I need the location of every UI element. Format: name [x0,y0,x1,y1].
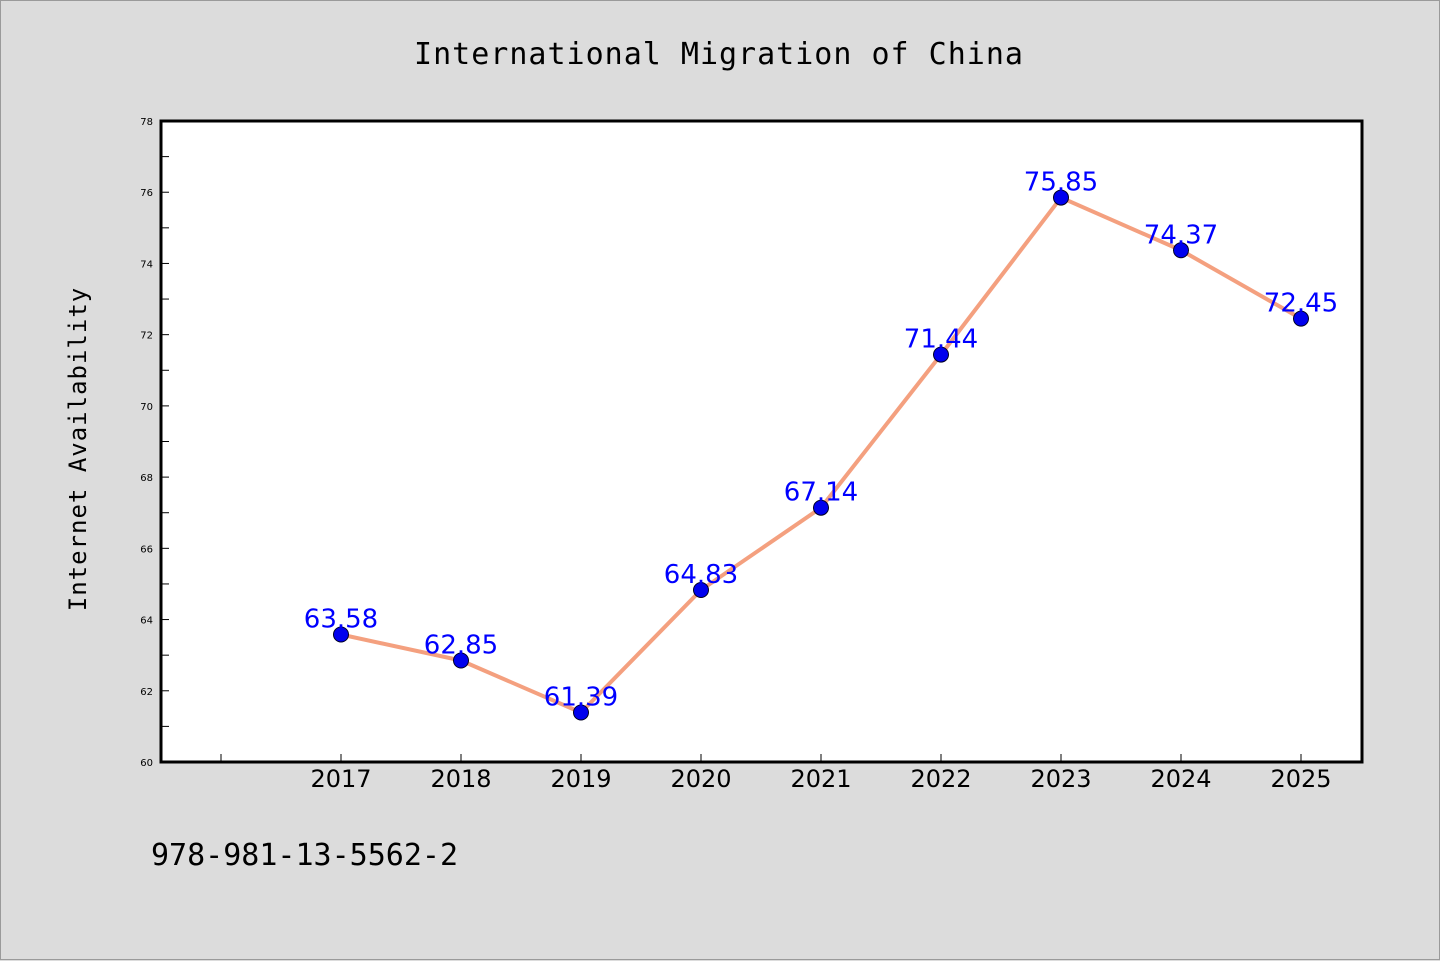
y-tick-label: 60 [140,758,153,769]
data-label: 62.85 [424,631,498,661]
x-tick-label: 2020 [670,765,731,793]
data-label: 72.45 [1264,289,1338,319]
y-axis: 60 62 64 66 68 70 72 74 76 78 [140,117,169,769]
plot-frame [159,119,1364,764]
x-tick-label: 2017 [310,765,371,793]
y-tick-label: 72 [140,331,153,342]
data-point [933,346,949,363]
x-tick-label: 2023 [1030,765,1091,793]
y-axis-label: Internet Availability [64,287,92,611]
data-point [333,626,349,643]
x-tick-label: 2021 [790,765,851,793]
chart-title: International Migration of China [414,37,1024,72]
y-tick-label: 78 [140,117,153,128]
data-point [693,581,709,598]
data-point [573,704,589,721]
data-label: 75.85 [1024,168,1098,198]
data-label: 67.14 [784,478,858,508]
data-label: 64.83 [664,560,738,590]
y-tick-label: 68 [140,473,153,484]
data-label: 61.39 [544,683,618,713]
data-point [1293,310,1309,327]
data-label: 74.37 [1144,220,1218,250]
x-tick-label: 2025 [1270,765,1331,793]
y-tick-label: 64 [140,616,153,627]
data-point [813,499,829,516]
y-tick-label: 62 [140,687,153,698]
data-label: 63.58 [304,605,378,635]
data-point [1053,189,1069,206]
data-label: 71.44 [904,325,978,355]
series-layer: 63.58 62.85 61.39 64.83 67.14 71.44 75.85 74.37… [304,168,1338,721]
x-axis: 2017 2018 2019 2020 2021 2022 2023 2024 2025 [220,754,1332,793]
x-tick-label: 2022 [910,765,971,793]
isbn-text: 978-981-13-5562-2 [151,838,458,873]
y-tick-label: 74 [140,259,153,270]
y-tick-label: 70 [140,402,153,413]
data-point [1173,242,1189,259]
plot-area [161,121,1362,762]
x-tick-label: 2018 [430,765,491,793]
y-tick-label: 76 [140,188,153,199]
x-tick-label: 2024 [1150,765,1211,793]
data-point [453,652,469,669]
y-tick-label: 66 [140,544,153,555]
x-tick-label: 2019 [550,765,611,793]
